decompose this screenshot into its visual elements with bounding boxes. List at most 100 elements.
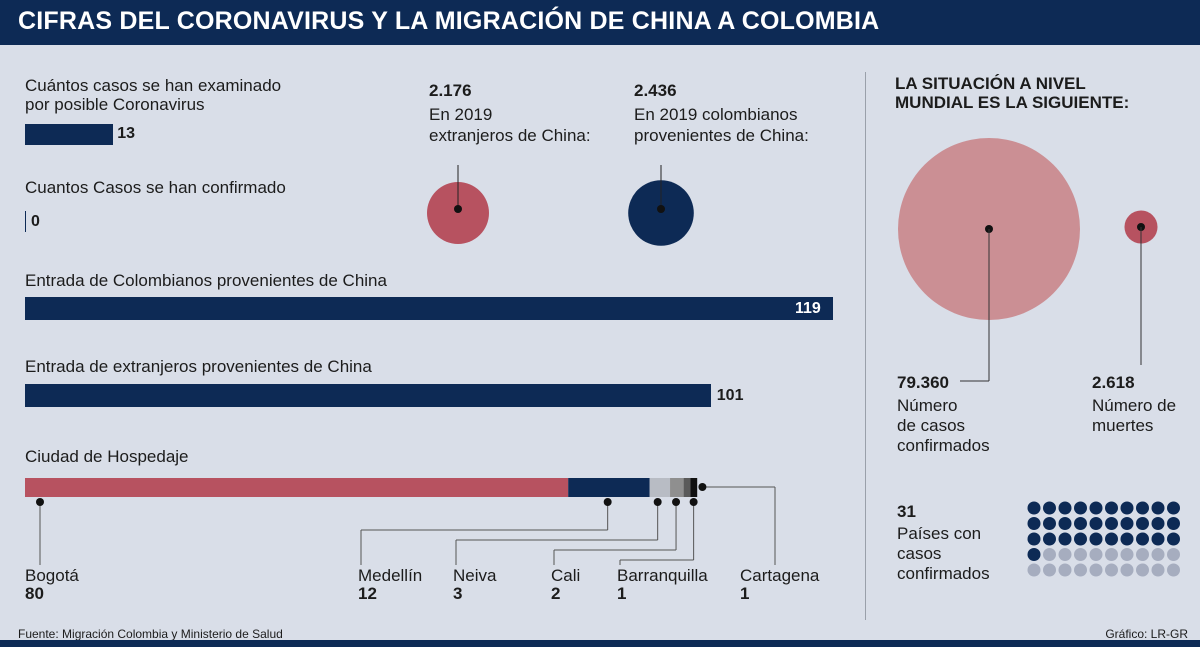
city-dot-2: [653, 498, 662, 506]
country-dot: [1089, 548, 1103, 561]
header-bar: CIFRAS DEL CORONAVIRUS Y LA MIGRACIÓN DE…: [0, 0, 1200, 45]
city-segment-3: [670, 478, 684, 497]
country-dot: [1136, 501, 1149, 515]
country-dot: [1167, 563, 1180, 577]
credit-note: Gráfico: LR-GR: [1105, 627, 1188, 641]
country-dot: [1136, 548, 1149, 561]
bar-examined: [25, 124, 114, 145]
confirmed-label: Cuantos Casos se han confirmado: [25, 178, 286, 197]
city-segment-1: [568, 478, 650, 497]
world-cases-value: 79.360: [897, 373, 949, 392]
country-dot: [1043, 517, 1056, 530]
city-dot-1: [603, 498, 612, 506]
city-label-5: Cartagena: [740, 566, 820, 585]
city-value-0: 80: [25, 584, 44, 603]
examined-label-line2: por posible Coronavirus: [25, 95, 205, 114]
country-dot: [1027, 517, 1041, 530]
bar-confirmed: [25, 211, 26, 232]
country-dot: [1136, 532, 1149, 546]
value-colombians: 119: [795, 300, 821, 317]
bubble-colombians-value: 2.436: [634, 81, 677, 100]
country-dot: [1043, 532, 1056, 546]
city-segment-2: [649, 478, 671, 497]
city-value-2: 3: [453, 584, 462, 603]
country-dot: [1167, 517, 1180, 530]
city-segment-5: [690, 478, 698, 497]
country-dot: [1151, 501, 1165, 515]
countries-caption2: casos: [897, 544, 942, 563]
countries-value: 31: [897, 502, 916, 521]
world-deaths-caption2: muertes: [1092, 416, 1154, 435]
country-dot: [1105, 563, 1118, 577]
country-dot: [1120, 563, 1134, 577]
country-dot: [1136, 563, 1149, 577]
colombians-label: Entrada de Colombianos provenientes de C…: [25, 271, 387, 290]
city-label-2: Neiva: [453, 566, 497, 585]
country-dot: [1089, 532, 1103, 546]
country-dot: [1120, 501, 1134, 515]
city-dot-4: [689, 498, 698, 506]
country-dot: [1136, 517, 1149, 530]
foreigners-label: Entrada de extranjeros provenientes de C…: [25, 357, 372, 376]
city-label-0: Bogotá: [25, 566, 79, 585]
country-dot: [1151, 532, 1165, 546]
country-dot: [1089, 501, 1103, 515]
value-examined: 13: [117, 125, 136, 142]
country-dot: [1120, 532, 1134, 546]
country-dot: [1027, 501, 1041, 515]
page-title: CIFRAS DEL CORONAVIRUS Y LA MIGRACIÓN DE…: [18, 7, 880, 35]
country-dot: [1167, 548, 1180, 561]
country-dot: [1089, 563, 1103, 577]
bar-foreigners: [25, 384, 711, 407]
city-segment-4: [683, 478, 691, 497]
country-dot: [1167, 532, 1180, 546]
country-dot: [1074, 501, 1087, 515]
bubble-foreigners-caption1: En 2019: [429, 105, 493, 124]
country-dot: [1027, 548, 1041, 561]
world-cases-caption3: confirmados: [897, 436, 990, 455]
city-value-3: 2: [551, 584, 560, 603]
world-cases-caption2: de casos: [897, 416, 966, 435]
bubble-colombians-caption2: provenientes de China:: [634, 126, 809, 145]
country-dot: [1089, 517, 1103, 530]
world-cases-caption1: Número: [897, 396, 958, 415]
countries-caption1: Países con: [897, 524, 982, 543]
city-label-3: Cali: [551, 566, 580, 585]
bubble-china-dot-0: [454, 205, 462, 213]
country-dot: [1058, 501, 1072, 515]
country-dot: [1058, 548, 1072, 561]
country-dot: [1058, 517, 1072, 530]
country-dot: [1043, 548, 1056, 561]
country-dot: [1151, 563, 1165, 577]
bar-colombians: [25, 297, 833, 320]
country-dot: [1105, 548, 1118, 561]
country-dot: [1151, 517, 1165, 530]
cities-title: Ciudad de Hospedaje: [25, 447, 189, 466]
world-deaths-value: 2.618: [1092, 373, 1135, 392]
city-label-4: Barranquilla: [617, 566, 708, 585]
city-dot-0: [36, 498, 44, 506]
bubble-foreigners-caption2: extranjeros de China:: [429, 126, 591, 145]
city-dot-3: [672, 498, 681, 506]
country-dot: [1074, 532, 1087, 546]
city-label-1: Medellín: [358, 566, 422, 585]
bubble-colombians-caption1: En 2019 colombianos: [634, 105, 798, 124]
country-dot: [1043, 563, 1056, 577]
city-dot-5: [698, 483, 707, 491]
bubble-foreigners-value: 2.176: [429, 81, 472, 100]
city-value-4: 1: [617, 584, 626, 603]
bubble-china-dot-1: [657, 205, 665, 213]
country-dot: [1105, 517, 1118, 530]
country-dot: [1058, 563, 1072, 577]
country-dot: [1027, 532, 1041, 546]
world-title: LA SITUACIÓN A NIVEL MUNDIAL ES LA SIGUI…: [895, 74, 1130, 112]
country-dot: [1167, 501, 1180, 515]
value-confirmed: 0: [31, 213, 40, 230]
country-dot: [1058, 532, 1072, 546]
country-dot: [1027, 563, 1041, 577]
section-divider: [865, 72, 866, 620]
country-dot: [1074, 563, 1087, 577]
country-dot: [1120, 548, 1134, 561]
country-dot: [1120, 517, 1134, 530]
